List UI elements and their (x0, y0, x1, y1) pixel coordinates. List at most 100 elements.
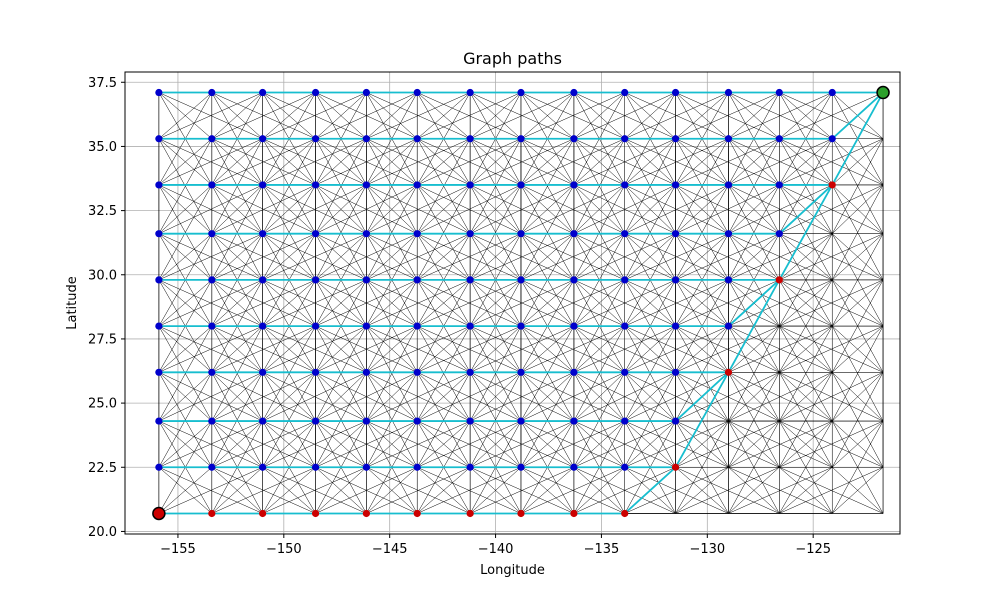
visited-node (259, 181, 267, 189)
graph-edge (728, 184, 833, 234)
graph-edge (416, 325, 471, 422)
visited-node (413, 368, 421, 376)
graph-edge (573, 372, 625, 422)
visited-node (259, 135, 267, 143)
visited-node (208, 417, 216, 425)
visited-node (259, 368, 267, 376)
visited-node (155, 368, 163, 376)
graph-edge (262, 138, 316, 234)
graph-edge (211, 184, 263, 281)
graph-edge (469, 92, 522, 139)
edge-layer (158, 92, 884, 514)
graph-edge (832, 279, 884, 373)
graph-edge (158, 325, 212, 373)
graph-edge (470, 279, 575, 327)
graph-edge (469, 372, 522, 422)
graph-edge (832, 325, 884, 373)
visited-node (362, 463, 370, 471)
visited-node (311, 417, 320, 425)
visited-node (311, 276, 320, 284)
graph-edge (211, 184, 263, 234)
graph-edge (624, 92, 729, 139)
visited-node (362, 368, 370, 376)
graph-edge (520, 138, 575, 186)
graph-edge (417, 233, 522, 281)
path-node (517, 509, 525, 518)
graph-edge (624, 233, 729, 281)
graph-edge (573, 138, 625, 186)
visited-node (775, 181, 783, 189)
visited-node (413, 417, 421, 425)
graph-edge (262, 233, 367, 281)
graph-edge (366, 420, 471, 468)
visited-node (517, 135, 525, 143)
graph-edge (573, 279, 625, 327)
graph-edge (728, 325, 780, 373)
graph-edge (779, 420, 833, 514)
graph-edge (262, 138, 316, 186)
graph-edge (262, 467, 316, 514)
x-tick-label: −135 (584, 542, 620, 557)
graph-edge (417, 325, 471, 373)
visited-node (259, 88, 267, 97)
graph-edge (779, 233, 833, 281)
graph-edge (417, 420, 522, 468)
y-tick-label: 20.0 (88, 525, 117, 540)
graph-edge (728, 325, 780, 422)
graph-edge (417, 92, 471, 139)
visited-node (208, 88, 216, 97)
graph-edge (520, 467, 625, 514)
graph-edge (366, 233, 471, 281)
chart-title: Graph paths (463, 49, 562, 68)
y-tick-label: 25.0 (88, 397, 117, 412)
graph-edge (366, 184, 471, 234)
graph-edge (366, 372, 471, 422)
graph-edge (366, 420, 418, 468)
graph-edge (573, 233, 625, 281)
graph-edge (573, 325, 625, 422)
graph-edge (158, 467, 212, 514)
x-tick-label: −140 (478, 542, 514, 557)
graph-edge (779, 92, 833, 139)
graph-edge (211, 233, 316, 281)
visited-node (259, 463, 267, 471)
graph-edge (520, 467, 575, 514)
visited-node (671, 230, 680, 238)
y-tick-label: 27.5 (88, 332, 117, 347)
graph-edge (520, 325, 625, 373)
graph-edge (366, 138, 418, 234)
graph-edge (469, 184, 522, 234)
graph-edge (624, 372, 676, 422)
visited-node (466, 417, 474, 425)
graph-edge (211, 138, 263, 186)
visited-node (155, 88, 163, 97)
graph-edge (315, 138, 367, 186)
visited-node (621, 230, 629, 238)
graph-edge (728, 233, 833, 281)
graph-edge (416, 372, 471, 468)
graph-edge (366, 467, 418, 514)
visited-node (311, 322, 320, 330)
graph-edge (728, 420, 780, 468)
graph-edge (211, 420, 316, 468)
graph-edge (366, 233, 418, 281)
graph-edge (520, 184, 625, 234)
graph-edge (779, 279, 833, 373)
graph-edge (211, 138, 263, 234)
visited-node (828, 135, 836, 143)
visited-node (208, 368, 216, 376)
graph-edge (779, 184, 884, 234)
graph-edge (262, 325, 367, 373)
graph-edge (211, 92, 263, 139)
graph-edge (315, 420, 367, 468)
graph-edge (469, 233, 522, 281)
visited-node (259, 230, 267, 238)
visited-node (311, 181, 320, 189)
graph-edge (417, 325, 522, 373)
graph-edge (573, 467, 625, 514)
path-node (362, 509, 370, 518)
graph-edge (728, 138, 833, 186)
graph-edge (262, 420, 367, 468)
visited-node (775, 135, 783, 143)
graph-edge (315, 372, 367, 422)
